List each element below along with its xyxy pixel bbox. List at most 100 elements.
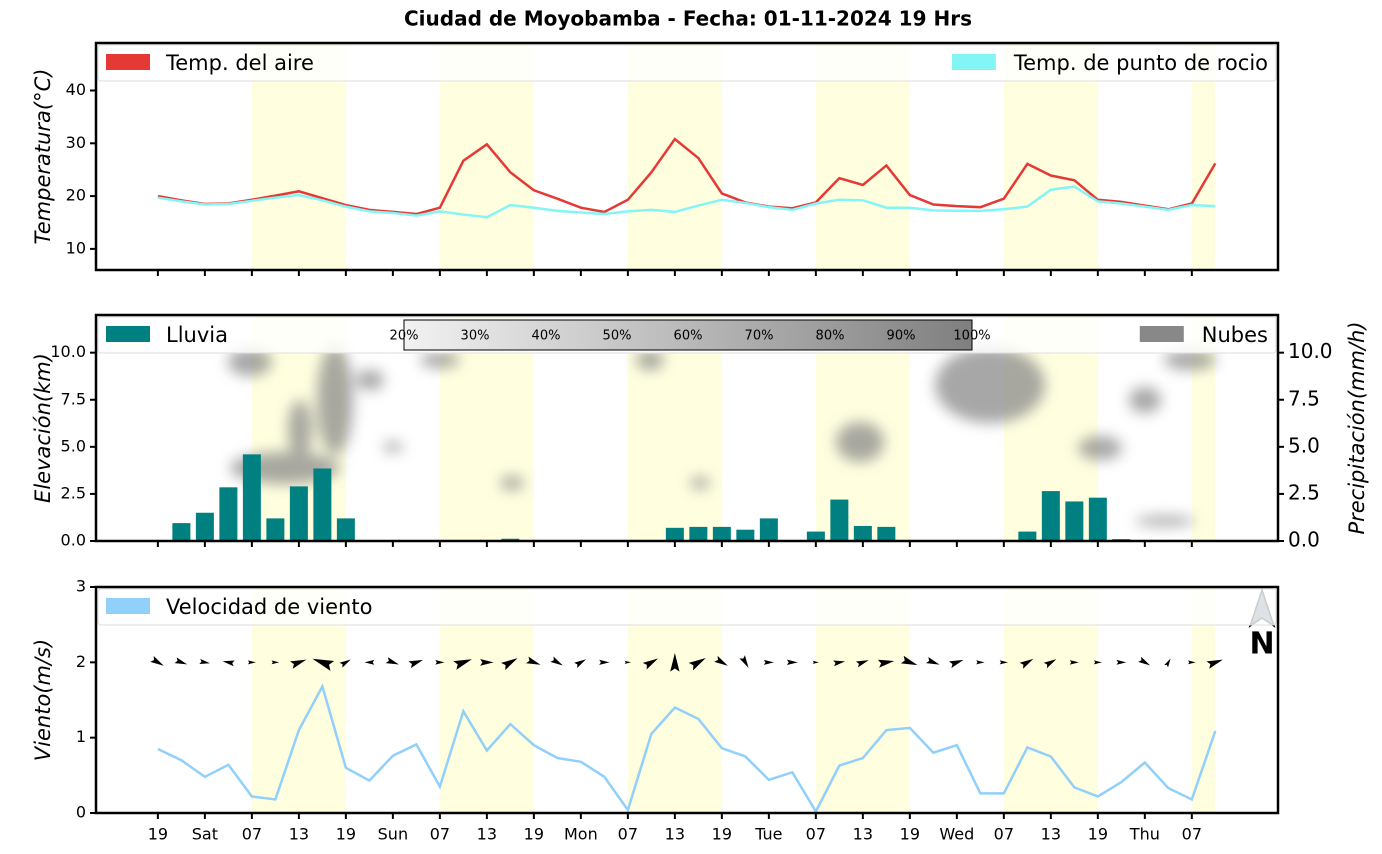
y2-tick-label: 5.0 — [1288, 433, 1320, 457]
day-span — [1191, 43, 1216, 270]
wind-arrow-head — [453, 659, 472, 670]
wind-arrow-head — [688, 658, 706, 671]
y-tick-label: 0 — [76, 803, 86, 822]
bar — [665, 527, 684, 541]
wind-arrow-head — [501, 658, 518, 671]
wind-arrow-head — [624, 660, 632, 664]
colorbar — [403, 319, 973, 351]
y-tick-label: 30 — [66, 133, 86, 152]
legend-swatch — [1139, 326, 1184, 342]
wind-arrow — [408, 659, 424, 669]
wind-arrow — [739, 655, 749, 668]
wind-arrow — [812, 660, 819, 664]
wind-arrow — [385, 657, 399, 665]
wind-arrow — [1019, 658, 1034, 669]
wind-arrow-head — [714, 655, 728, 666]
wind-arrow-head — [1116, 659, 1127, 665]
wind-arrow-head — [900, 655, 918, 666]
x-tick-label: Mon — [564, 825, 598, 844]
wind-arrow — [480, 658, 494, 666]
wind-arrow — [877, 659, 895, 668]
wind-arrow-head — [1043, 659, 1057, 669]
legend-swatch — [106, 598, 150, 614]
bar — [736, 529, 755, 541]
x-tick-label: 19 — [336, 825, 356, 844]
y-tick-label: 10 — [66, 238, 86, 257]
y-tick-label: 3 — [76, 577, 86, 596]
x-tick-label: 07 — [1182, 825, 1202, 844]
wind-arrow-head — [150, 655, 164, 666]
legend-label: Lluvia — [166, 323, 228, 347]
wind-arrow-head — [855, 660, 869, 668]
chart-title: Ciudad de Moyobamba - Fecha: 01-11-2024 … — [404, 7, 972, 31]
wind-arrow-head — [999, 660, 1009, 665]
wind-arrow-head — [926, 656, 940, 665]
x-tick-label: 13 — [665, 825, 685, 844]
wind-arrow — [364, 659, 375, 665]
y2-tick-label: 0.0 — [1288, 528, 1320, 552]
wind-arrow-head — [1206, 659, 1223, 669]
wind-arrow — [174, 657, 188, 665]
legend-box — [97, 588, 1277, 626]
y2-tick-label: 10.0 — [1288, 339, 1333, 363]
bar — [830, 499, 849, 541]
axes-frame — [94, 313, 1280, 543]
axes-frame — [94, 585, 1280, 815]
y-tick-label: 5.0 — [61, 436, 86, 455]
wind-arrow-head — [174, 657, 188, 665]
wind-arrow-head — [435, 660, 445, 665]
wind-arrow-head — [480, 658, 494, 666]
wind-arrow — [312, 658, 335, 671]
wind-arrow — [150, 655, 164, 666]
x-tick-label: Sat — [192, 825, 218, 844]
wind-arrow — [501, 658, 518, 671]
wind-arrow-head — [1069, 660, 1079, 665]
bar — [877, 526, 896, 541]
wind-arrow — [1093, 660, 1102, 665]
line-series — [157, 137, 1217, 216]
wind-arrow — [642, 658, 659, 670]
wind-arrow-head — [833, 660, 846, 667]
bar — [759, 518, 778, 541]
legend-label: Temp. de punto de rocio — [1013, 51, 1268, 75]
wind-arrow — [247, 660, 256, 665]
x-tick-label: 13 — [289, 825, 309, 844]
day-span — [1191, 315, 1216, 541]
bar — [1041, 491, 1060, 541]
wind-arrow — [1138, 656, 1151, 666]
bar — [242, 454, 261, 541]
x-tick-label: Wed — [939, 825, 974, 844]
bar — [172, 523, 191, 541]
wind-arrow-head — [877, 659, 895, 668]
legend-label: Nubes — [1202, 323, 1268, 347]
wind-arrow — [574, 659, 587, 668]
wind-arrow — [1116, 659, 1127, 665]
wind-arrow-head — [1019, 658, 1034, 669]
y-tick-label: 2 — [76, 652, 86, 671]
wind-arrow — [339, 659, 351, 668]
wind-arrow — [976, 660, 985, 665]
wind-arrow-head — [290, 659, 307, 669]
x-tick-label: 19 — [148, 825, 168, 844]
wind-arrow-head — [339, 659, 351, 668]
wind-arrow-head — [599, 659, 610, 665]
y2-tick-label: 7.5 — [1288, 386, 1320, 410]
bar — [1065, 501, 1084, 541]
wind-arrow — [453, 659, 472, 670]
x-tick-label: 19 — [900, 825, 920, 844]
wind-arrow-head — [222, 660, 235, 667]
y2-axis-label: Precipitación(mm/h) — [1345, 321, 1369, 534]
wind-arrow — [271, 660, 280, 665]
x-tick-label: 13 — [477, 825, 497, 844]
colorbar-label: 80% — [816, 329, 845, 344]
x-tick-label: 07 — [430, 825, 450, 844]
wind-arrow-head — [1138, 656, 1151, 666]
wind-arrow — [1188, 660, 1196, 665]
wind-arrow-head — [739, 655, 749, 668]
wind-arrow — [435, 660, 445, 665]
legend-swatch — [106, 54, 150, 70]
wind-arrow-head — [1164, 658, 1171, 668]
bar — [712, 526, 731, 541]
x-tick-label: 19 — [1088, 825, 1108, 844]
colorbar-label: 90% — [887, 329, 916, 344]
